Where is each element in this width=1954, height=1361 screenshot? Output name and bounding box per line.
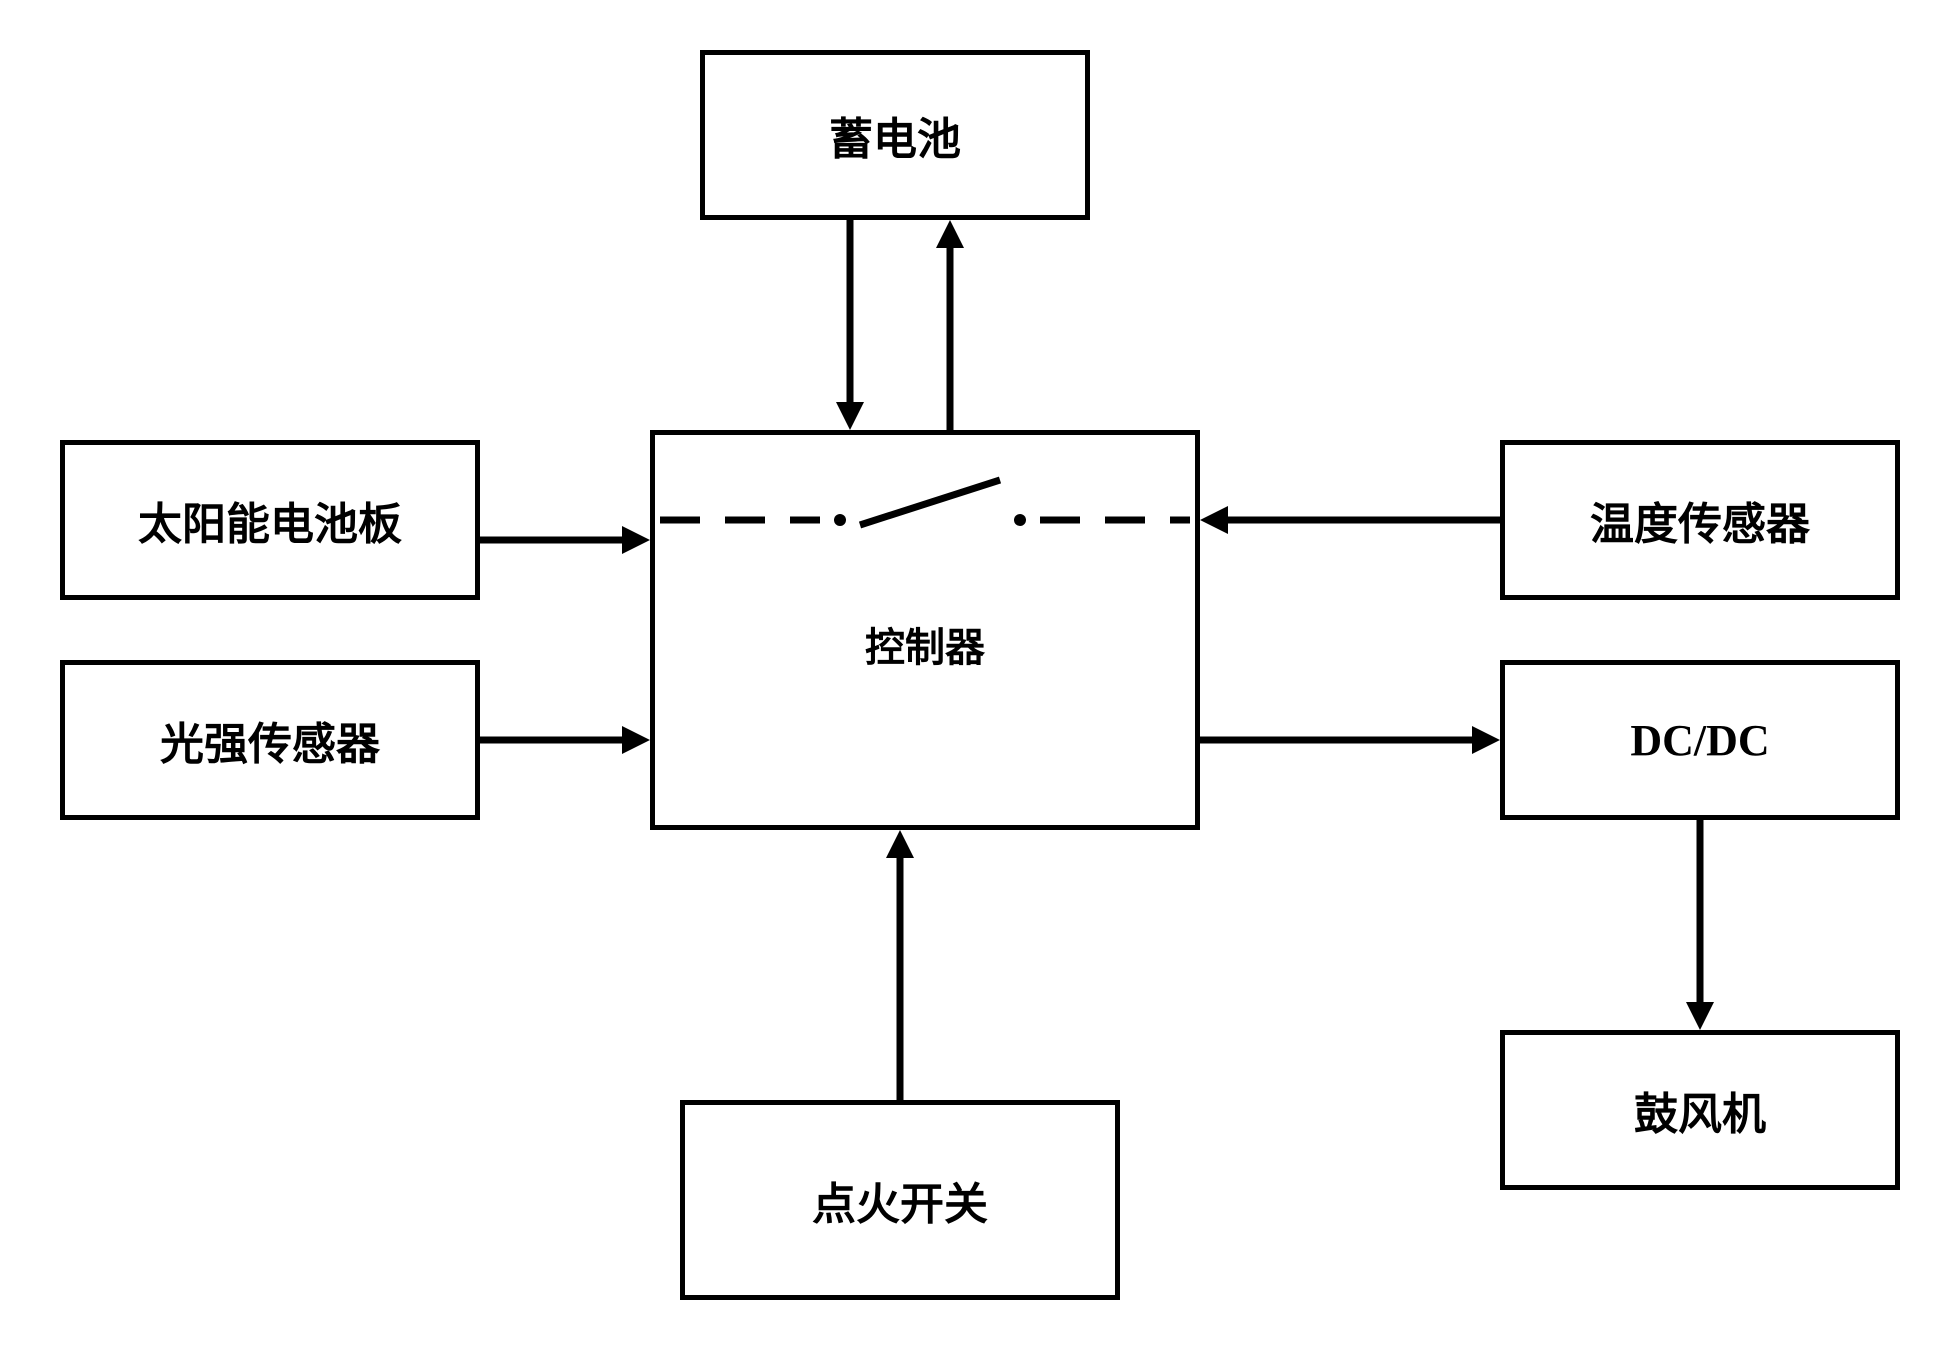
node-ignition-switch-label: 点火开关 (812, 1168, 988, 1232)
node-solar-panel-label: 太阳能电池板 (138, 488, 402, 552)
node-light-sensor-label: 光强传感器 (160, 708, 380, 772)
node-battery-label: 蓄电池 (829, 103, 961, 167)
node-blower: 鼓风机 (1500, 1030, 1900, 1190)
node-dcdc: DC/DC (1500, 660, 1900, 820)
node-temp-sensor-label: 温度传感器 (1590, 488, 1810, 552)
node-battery: 蓄电池 (700, 50, 1090, 220)
diagram-canvas: 蓄电池 太阳能电池板 光强传感器 控制器 温度传感器 DC/DC 点火开关 鼓风… (0, 0, 1954, 1361)
node-solar-panel: 太阳能电池板 (60, 440, 480, 600)
node-controller: 控制器 (650, 430, 1200, 830)
node-controller-label: 控制器 (865, 615, 985, 673)
node-ignition-switch: 点火开关 (680, 1100, 1120, 1300)
node-light-sensor: 光强传感器 (60, 660, 480, 820)
node-dcdc-label: DC/DC (1630, 715, 1769, 766)
node-blower-label: 鼓风机 (1634, 1078, 1766, 1142)
node-temp-sensor: 温度传感器 (1500, 440, 1900, 600)
